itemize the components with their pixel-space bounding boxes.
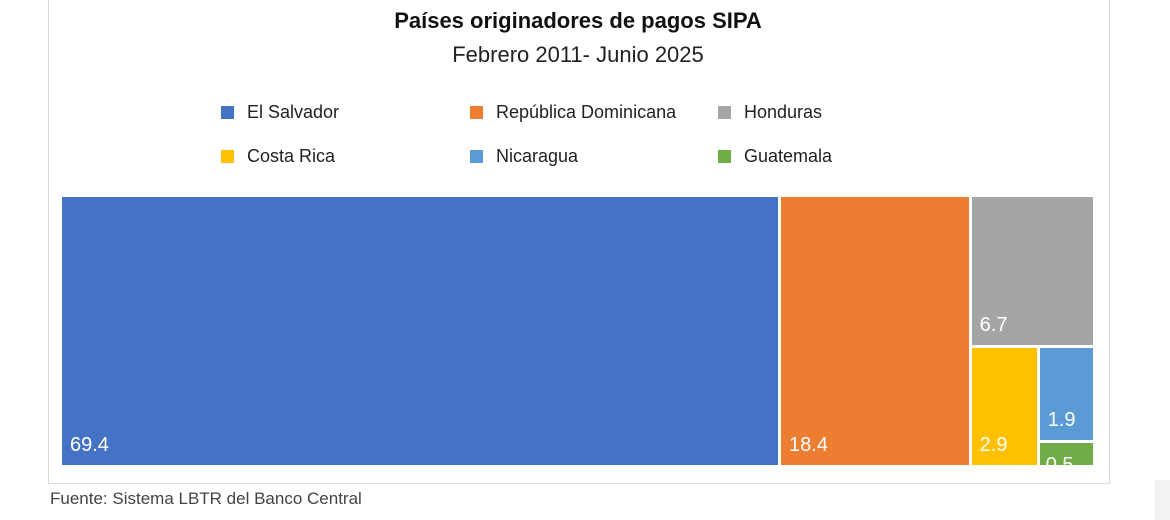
source-note: Fuente: Sistema LBTR del Banco Central: [50, 489, 362, 508]
legend-label: Guatemala: [744, 145, 833, 166]
data-label: 1.9: [1047, 409, 1076, 432]
legend-label: El Salvador: [247, 101, 340, 122]
data-label: 69.4: [70, 434, 109, 456]
treemap-rect-costa-rica: 2.9: [971, 348, 1037, 465]
legend-swatch: [470, 105, 483, 119]
treemap-rect-guatemala: 0.5: [1039, 443, 1093, 465]
legend-swatch: [221, 149, 234, 163]
chart-subtitle: Febrero 2011- Junio 2025: [452, 42, 704, 67]
legend-label: Nicaragua: [496, 145, 579, 166]
data-label: 6.7: [979, 314, 1008, 337]
legend-swatch: [221, 105, 234, 119]
legend-swatch: [718, 105, 731, 119]
treemap-rect-el-salvador: 69.4: [62, 197, 779, 465]
chart-title: Países originadores de pagos SIPA: [394, 8, 762, 33]
data-label: 0.5: [1045, 453, 1074, 465]
treemap-rect-nicaragua: 1.9: [1039, 348, 1093, 441]
legend-label: Costa Rica: [247, 145, 336, 166]
legend-swatch: [470, 149, 483, 163]
legend-label: Honduras: [744, 101, 823, 122]
legend-swatch: [718, 149, 731, 163]
legend-item-honduras: Honduras: [718, 101, 822, 123]
legend-label: República Dominicana: [496, 101, 677, 122]
data-label: 2.9: [979, 433, 1008, 456]
legend-item-republica-dominicana: República Dominicana: [470, 101, 676, 123]
treemap-rect-republica-dominicana: 18.4: [781, 197, 969, 465]
treemap-rect-honduras: 6.7: [971, 197, 1093, 346]
corner-decoration: [1155, 480, 1170, 520]
legend-item-costa-rica: Costa Rica: [221, 145, 335, 167]
legend-item-nicaragua: Nicaragua: [470, 145, 578, 167]
legend-item-el-salvador: El Salvador: [221, 101, 339, 123]
legend-item-guatemala: Guatemala: [718, 145, 832, 167]
data-label: 18.4: [789, 434, 828, 456]
